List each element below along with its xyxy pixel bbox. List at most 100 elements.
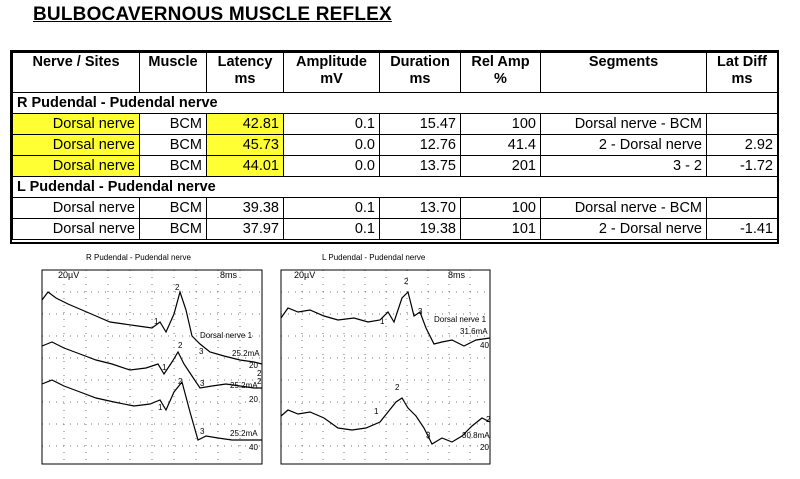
cell-muscle: BCM [139,218,207,240]
cell-rel-amp: 41.4 [460,134,541,156]
grid [42,270,262,464]
trace2-marker-1: 1 [162,363,167,372]
trace1-marker-1: 1 [380,317,385,326]
cell-latency: 37.97 [206,218,284,240]
trace2-marker-3: 3 [200,379,205,388]
trace1-marker-3: 3 [199,347,204,356]
section-title: L Pudendal - Pudendal nerve [12,176,778,198]
table-row: Dorsal nerve BCM 37.97 0.1 19.38 101 2 -… [12,218,778,240]
cell-segment: 2 - Dorsal nerve [540,218,707,240]
nerve-conduction-table: Nerve / Sites Muscle Latency ms Amplitude… [12,52,778,240]
trace2-num: 20 [480,443,489,452]
header-rel-amp: Rel Amp% [460,52,541,93]
cell-duration: 12.76 [379,134,461,156]
section-title: R Pudendal - Pudendal nerve [12,92,778,114]
sweep-label: 8ms [220,270,238,280]
trace-line-2 [280,397,491,445]
cell-lat-diff: -1.72 [706,155,778,177]
trace2-intensity: 30.8mA [462,431,490,440]
trace3-marker-2: 2 [178,377,183,386]
sweep-label: 8ms [448,270,466,280]
waveform-panel-left: L Pudendal - Pudendal nerve 20µV 8ms 1 2… [280,253,491,465]
side-num-1: 2 [257,369,262,378]
cell-amplitude: 0.1 [283,113,380,135]
cell-segment: 2 - Dorsal nerve [540,134,707,156]
cell-site: Dorsal nerve [12,113,140,135]
trace1-marker-2: 2 [404,277,409,286]
grid [281,270,490,464]
table-row: Dorsal nerve BCM 45.73 0.0 12.76 41.4 2 … [12,134,778,156]
gain-label: 20µV [58,270,79,280]
side-num-2: 2 [257,377,262,386]
cell-latency: 39.38 [206,197,284,219]
side-num-1: 2 [486,415,491,424]
cell-latency: 44.01 [206,155,284,177]
plot-frame [280,269,491,465]
trace1-marker-3: 3 [418,307,423,316]
trace2-marker-3: 3 [426,431,431,440]
cell-lat-diff [706,197,778,219]
header-segments: Segments [540,52,707,93]
cell-muscle: BCM [139,134,207,156]
header-duration: Duration ms [379,52,461,93]
trace2-num: 20 [249,395,258,404]
cell-segment: 3 - 2 [540,155,707,177]
trace2-marker-2: 2 [395,383,400,392]
cell-site: Dorsal nerve [12,134,140,156]
report-title: BULBOCAVERNOUS MUSCLE REFLEX [33,4,392,25]
panel-title: R Pudendal - Pudendal nerve [86,253,192,262]
waveform-panel-right: R Pudendal - Pudendal nerve 20µV 8ms 1 2… [41,253,263,465]
trace3-intensity: 25.2mA [230,429,258,438]
cell-duration: 13.75 [379,155,461,177]
header-nerve-sites: Nerve / Sites [12,52,140,93]
site-label: Dorsal nerve 1 [434,315,487,324]
header-lat-diff: Lat Diff ms [706,52,778,93]
cell-segment: Dorsal nerve - BCM [540,197,707,219]
cell-rel-amp: 101 [460,218,541,240]
trace2-marker-2: 2 [178,341,183,350]
cell-duration: 15.47 [379,113,461,135]
header-latency: Latency ms [206,52,284,93]
cell-amplitude: 0.0 [283,134,380,156]
cell-latency: 42.81 [206,113,284,135]
section-row-left: L Pudendal - Pudendal nerve [12,176,778,198]
trace-line-3 [41,379,262,441]
cell-muscle: BCM [139,113,207,135]
cell-amplitude: 0.1 [283,197,380,219]
trace3-marker-3: 3 [200,427,205,436]
section-row-right: R Pudendal - Pudendal nerve [12,92,778,114]
cell-amplitude: 0.1 [283,218,380,240]
cell-latency: 45.73 [206,134,284,156]
header-muscle: Muscle [139,52,207,93]
header-amplitude: Amplitude mV [283,52,380,93]
trace2-intensity: 25.2mA [230,381,258,390]
gain-label: 20µV [294,270,315,280]
cell-duration: 13.70 [379,197,461,219]
panel-title: L Pudendal - Pudendal nerve [322,253,426,262]
cell-rel-amp: 201 [460,155,541,177]
cell-amplitude: 0.0 [283,155,380,177]
cell-lat-diff: -1.41 [706,218,778,240]
trace-line-1 [41,289,263,365]
cell-rel-amp: 100 [460,113,541,135]
trace-line-2 [41,341,262,389]
cell-duration: 19.38 [379,218,461,240]
cell-rel-amp: 100 [460,197,541,219]
table-row: Dorsal nerve BCM 44.01 0.0 13.75 201 3 -… [12,155,778,177]
cell-muscle: BCM [139,155,207,177]
trace-line-1 [280,290,491,347]
trace1-intensity: 25.2mA [232,349,260,358]
table-row: Dorsal nerve BCM 39.38 0.1 13.70 100 Dor… [12,197,778,219]
trace1-intensity: 31.6mA [460,327,488,336]
plot-frame [41,269,263,465]
cell-site: Dorsal nerve [12,218,140,240]
table-row: Dorsal nerve BCM 42.81 0.1 15.47 100 Dor… [12,113,778,135]
cell-lat-diff [706,113,778,135]
trace3-marker-1: 1 [158,403,163,412]
table-header-row: Nerve / Sites Muscle Latency ms Amplitude… [12,52,778,93]
cell-site: Dorsal nerve [12,155,140,177]
cell-site: Dorsal nerve [12,197,140,219]
trace1-num: 40 [480,341,489,350]
trace1-num: 20 [249,361,258,370]
trace2-marker-1: 1 [374,407,379,416]
